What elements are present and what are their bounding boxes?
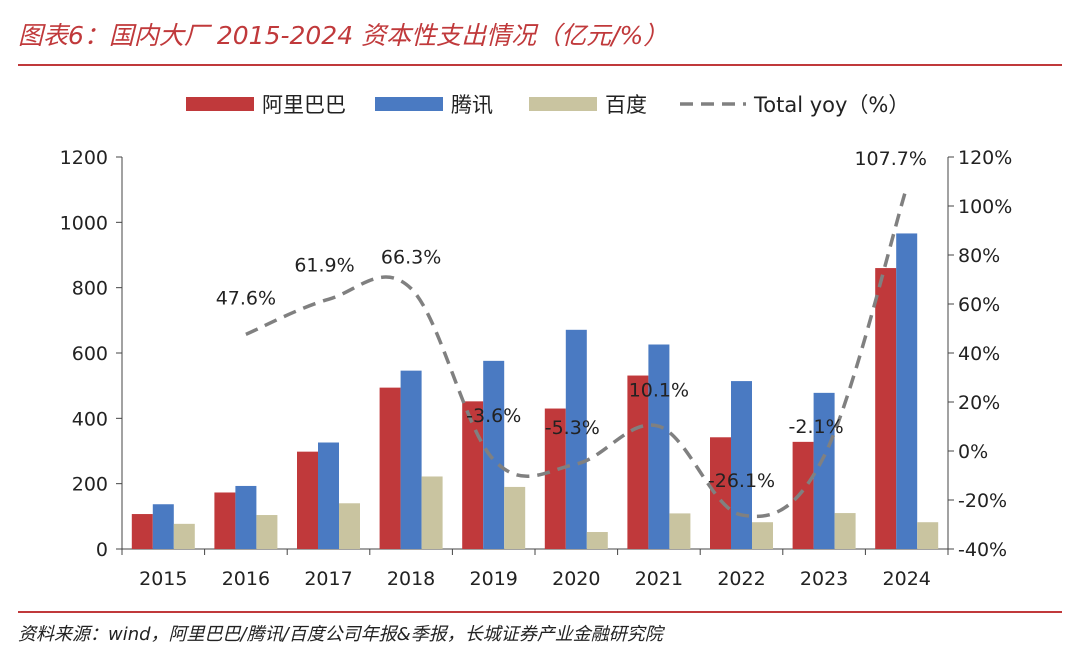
source-note: 资料来源：wind，阿里巴巴/腾讯/百度公司年报&季报，长城证券产业金融研究院 [18,624,663,645]
right-axis-tick-label: -20% [958,490,1007,512]
yoy-line [245,186,909,519]
x-axis-tick-label: 2015 [139,568,187,590]
right-axis-tick-label: 120% [958,147,1012,169]
yoy-data-label: -26.1% [708,470,775,492]
bar-baidu [917,522,939,549]
right-axis-tick-label: 60% [958,294,1000,316]
bar-tencent [483,360,505,549]
x-axis-tick-label: 2024 [883,568,931,590]
bar-baidu [586,532,608,549]
yoy-data-label: 66.3% [381,247,441,269]
bar-alibaba [875,268,897,549]
bar-alibaba [214,492,236,549]
bar-baidu [256,515,278,549]
bar-alibaba [131,514,153,549]
legend-alibaba-swatch [186,97,254,111]
x-axis-tick-label: 2021 [635,568,683,590]
right-axis-tick-label: 20% [958,392,1000,414]
bar-tencent [731,381,752,549]
bar-alibaba [627,375,649,549]
yoy-data-label: 61.9% [294,254,354,276]
left-axis-tick-label: 200 [72,474,108,496]
bar-tencent [235,485,257,549]
yoy-data-label: -5.3% [545,417,600,439]
bar-baidu [339,503,360,549]
bar-baidu [834,513,856,549]
legend-yoy-label: Total yoy（%） [753,93,909,117]
bar-tencent [813,392,835,549]
bar-tencent [400,370,422,549]
bar-alibaba [379,387,401,549]
bar-baidu [421,476,443,549]
right-axis-tick-label: 80% [958,245,1000,267]
right-axis-tick-label: 100% [958,196,1012,218]
bar-alibaba [544,408,566,549]
legend-tencent-swatch [375,97,443,111]
legend-alibaba-label: 阿里巴巴 [262,93,346,117]
x-axis-tick-label: 2017 [304,568,352,590]
bar-alibaba [792,441,814,549]
yoy-data-label: 107.7% [854,148,926,170]
left-axis-tick-label: 0 [96,539,108,561]
x-axis-tick-label: 2016 [222,568,270,590]
x-axis-tick-label: 2022 [717,568,765,590]
bar-tencent [648,344,670,549]
bar-alibaba [297,451,318,549]
bar-tencent [896,233,918,549]
x-axis-tick-label: 2023 [800,568,848,590]
chart-title: 图表6：国内大厂 2015-2024 资本性支出情况（亿元/%） [18,21,669,50]
bar-baidu [752,522,773,549]
legend-tencent-label: 腾讯 [451,93,493,117]
right-axis-tick-label: 0% [958,441,988,463]
x-axis-tick-label: 2018 [387,568,435,590]
left-axis-tick-label: 400 [72,408,108,430]
yoy-data-label: -2.1% [789,416,844,438]
left-axis-tick-label: 800 [72,278,108,300]
legend-baidu-swatch [529,97,597,111]
x-axis-tick-label: 2020 [552,568,600,590]
bar-alibaba [710,437,731,549]
bar-baidu [173,523,195,549]
source-divider [18,611,1062,613]
yoy-data-label: -3.6% [466,405,521,427]
x-axis-tick-label: 2019 [470,568,518,590]
title-divider [18,64,1062,66]
legend-baidu-label: 百度 [605,93,647,117]
right-axis-tick-label: 40% [958,343,1000,365]
left-axis-tick-label: 1200 [60,147,108,169]
bar-tencent [318,442,339,549]
bar-tencent [152,504,174,549]
left-axis-tick-label: 600 [72,343,108,365]
bar-tencent [565,329,587,549]
yoy-data-label: 10.1% [629,379,689,401]
right-axis-tick-label: -40% [958,539,1007,561]
bar-baidu [504,486,526,549]
left-axis-tick-label: 1000 [60,212,108,234]
yoy-data-label: 47.6% [216,287,276,309]
bar-baidu [669,513,691,549]
